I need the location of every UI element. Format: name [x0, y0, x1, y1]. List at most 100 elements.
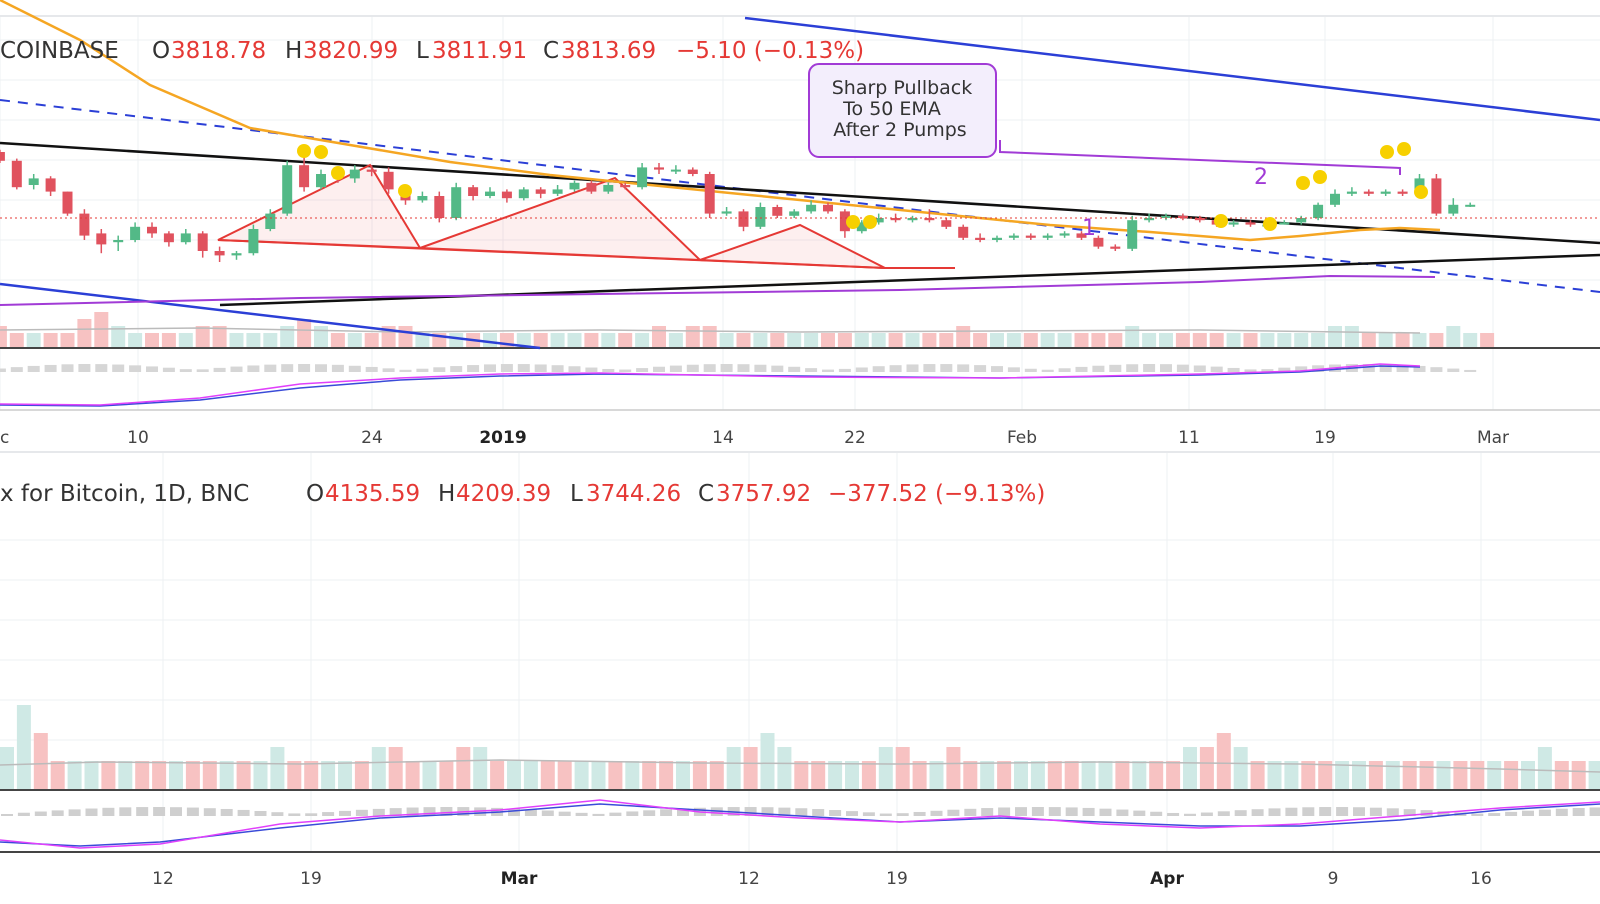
- top-candlesticks: [0, 149, 1476, 262]
- candle-body: [214, 251, 225, 256]
- macd-bar: [389, 808, 402, 816]
- macd-bar: [862, 812, 875, 816]
- bottom-macd-line: [0, 803, 1600, 847]
- volume-bar: [1149, 761, 1164, 789]
- candle-body: [1076, 233, 1087, 238]
- yellow-markers: [297, 142, 1428, 231]
- volume-bar: [659, 761, 674, 789]
- candle-body: [417, 196, 428, 201]
- macd-bar: [524, 809, 537, 816]
- volume-bar: [202, 761, 217, 789]
- volume-bar: [642, 761, 657, 789]
- macd-bar: [508, 808, 520, 816]
- volume-bar: [567, 333, 582, 347]
- macd-bar: [669, 365, 682, 372]
- bottom-signal-line: [0, 799, 1600, 849]
- macd-bar: [1210, 366, 1223, 372]
- macd-bar: [355, 809, 368, 816]
- volume-bar: [145, 333, 159, 347]
- volume-bar: [1250, 761, 1265, 789]
- volume-bar: [787, 333, 802, 347]
- volume-bar: [912, 761, 927, 789]
- bottom-volume-bars: [0, 705, 1600, 789]
- macd-bar: [517, 364, 530, 372]
- macd-bar: [558, 811, 571, 816]
- macd-bar: [619, 369, 632, 372]
- macd-bar: [220, 808, 233, 816]
- macd-bar: [372, 808, 385, 816]
- macd-bar: [626, 811, 639, 816]
- volume-bar: [33, 733, 48, 789]
- macd-bar: [838, 368, 851, 372]
- marker-dot: [1380, 145, 1394, 159]
- macd-bar: [1386, 808, 1399, 816]
- macd-bar: [1143, 364, 1156, 372]
- volume-bar: [1267, 761, 1282, 789]
- macd-bar: [1261, 369, 1274, 372]
- macd-bar: [1, 814, 13, 816]
- volume-bar: [1081, 761, 1096, 789]
- volume-bar: [507, 761, 521, 789]
- wave-label-1: 1: [1082, 216, 1096, 241]
- marker-dot: [314, 145, 328, 159]
- macd-bar: [95, 364, 108, 372]
- macd-bar: [365, 366, 378, 372]
- candle-body: [806, 204, 817, 212]
- macd-bar: [1522, 810, 1534, 816]
- top-legend-symbol: COINBASE: [0, 38, 119, 64]
- macd-bar: [1150, 811, 1163, 816]
- macd-bar: [1285, 807, 1298, 816]
- volume-bar: [608, 761, 623, 789]
- annotation-box[interactable]: [808, 63, 997, 158]
- macd-bar: [68, 809, 81, 816]
- candle-body: [772, 207, 783, 216]
- candle-body: [1161, 215, 1171, 218]
- macd-bar: [1160, 364, 1172, 372]
- candle-body: [383, 171, 394, 190]
- volume-bar: [185, 761, 200, 789]
- volume-bar: [161, 333, 176, 347]
- candle-body: [958, 226, 969, 238]
- marker-dot: [1397, 142, 1411, 156]
- triangle-baseline: [217, 239, 886, 269]
- volume-bar: [753, 333, 768, 347]
- bottom-legend-prefix: x for Bitcoin, 1D, BNC: [0, 481, 249, 507]
- macd-bar: [846, 811, 858, 816]
- top-legend-high-value: 3820.99: [303, 38, 398, 64]
- macd-bar: [1015, 807, 1027, 816]
- candle-body: [147, 226, 157, 234]
- volume-bar: [1014, 761, 1028, 789]
- candle-body: [501, 191, 512, 199]
- upper-blue-trendline: [744, 16, 1600, 122]
- volume-bar: [1284, 761, 1299, 789]
- volume-bar: [263, 333, 278, 347]
- macd-bar: [348, 365, 361, 372]
- candle-body: [1025, 235, 1036, 238]
- macd-bar: [1075, 366, 1088, 372]
- volume-bar: [997, 761, 1012, 789]
- volume-bar: [1216, 733, 1231, 789]
- candle-body: [28, 178, 39, 185]
- macd-bar: [61, 364, 74, 372]
- volume-bar: [837, 333, 852, 347]
- macd-bar: [1058, 368, 1071, 372]
- volume-bar: [1159, 333, 1173, 347]
- macd-bar: [1031, 807, 1044, 816]
- macd-bar: [298, 364, 311, 372]
- volume-bar: [1030, 761, 1045, 789]
- macd-bar: [1082, 807, 1095, 816]
- candle-body: [941, 220, 952, 227]
- volume-bar: [1132, 761, 1147, 789]
- volume-bar: [574, 761, 589, 789]
- volume-bar: [736, 333, 751, 347]
- candle-body: [299, 165, 310, 188]
- macd-bar: [254, 811, 267, 816]
- macd-bar: [112, 364, 125, 372]
- volume-bar: [973, 333, 988, 347]
- macd-bar: [1065, 807, 1078, 816]
- marker-dot: [297, 144, 311, 158]
- macd-bar: [1312, 365, 1325, 372]
- volume-bar: [398, 326, 413, 347]
- macd-bar: [237, 809, 250, 816]
